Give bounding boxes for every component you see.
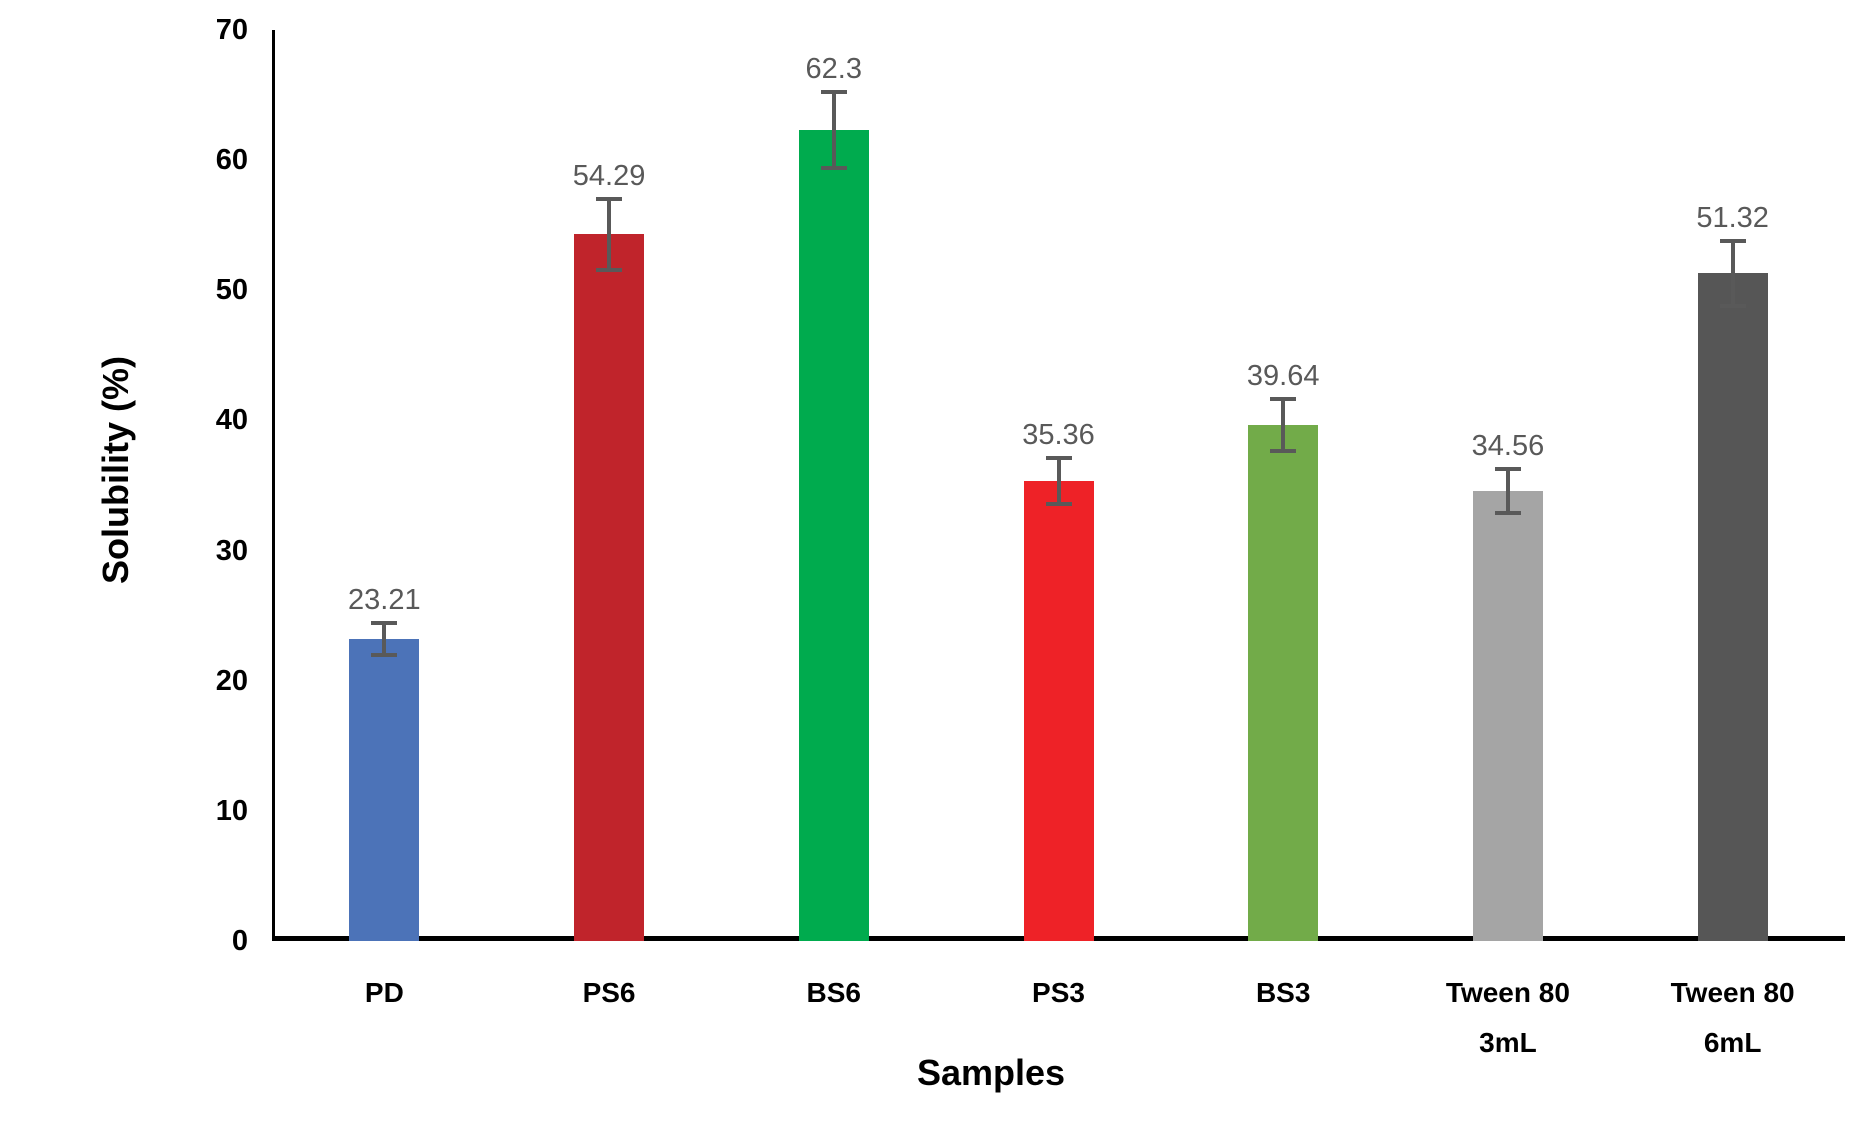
error-bar-bottom-cap: [1045, 501, 1072, 506]
bar-value-label: 23.21: [348, 584, 421, 617]
error-bar: [607, 199, 612, 270]
bar-value-label: 54.29: [572, 160, 646, 193]
y-tick-label: 50: [215, 274, 248, 307]
bar: [1023, 480, 1094, 941]
error-bar-bottom-cap: [596, 267, 623, 272]
y-tick-label: 30: [215, 534, 248, 567]
x-tick-label: BS3: [1255, 977, 1311, 1008]
bar: [574, 234, 645, 941]
x-tick-label: PD: [364, 977, 404, 1008]
bar-value-label: 34.56: [1471, 430, 1545, 463]
error-bar: [382, 623, 387, 655]
bar-value-label: 35.36: [1022, 419, 1095, 452]
x-tick-label: Tween 80 3mL: [1445, 977, 1570, 1058]
bar: [1697, 273, 1768, 941]
error-bar-top-cap: [1045, 456, 1072, 461]
error-bar-top-cap: [596, 197, 623, 202]
y-tick-label: 70: [215, 14, 248, 46]
error-bar-bottom-cap: [1719, 303, 1746, 308]
error-bar: [831, 92, 836, 168]
error-bar-bottom-cap: [371, 652, 398, 657]
bar: [1472, 491, 1543, 941]
bar: [798, 130, 869, 941]
x-tick-label: PS3: [1032, 977, 1085, 1008]
error-bar-bottom-cap: [1494, 511, 1521, 516]
y-tick-label: 20: [215, 664, 248, 697]
error-bar-top-cap: [820, 90, 847, 95]
bar: [1248, 425, 1319, 941]
x-tick-label: Tween 80 6mL: [1670, 977, 1795, 1058]
error-bar-bottom-cap: [1270, 449, 1297, 454]
error-bar-top-cap: [371, 621, 398, 626]
error-bar: [1056, 458, 1061, 504]
error-bar-top-cap: [1494, 467, 1521, 472]
x-axis-title: Samples: [916, 1052, 1066, 1093]
bar-value-label: 62.3: [805, 53, 862, 86]
x-tick-label: BS6: [806, 977, 861, 1008]
bar-value-label: 51.32: [1696, 201, 1769, 234]
y-axis-title: Solubility (%): [95, 356, 136, 584]
error-bar-top-cap: [1719, 238, 1746, 243]
error-bar-bottom-cap: [820, 165, 847, 170]
y-tick-label: 0: [231, 925, 248, 957]
y-tick-label: 60: [215, 144, 248, 177]
error-bar: [1281, 399, 1286, 452]
error-bar: [1730, 240, 1735, 306]
error-bar: [1505, 469, 1510, 514]
y-tick-label: 10: [215, 794, 248, 827]
x-tick-label: PS6: [582, 977, 636, 1008]
bar-value-label: 39.64: [1246, 360, 1320, 393]
error-bar-top-cap: [1270, 397, 1297, 402]
y-tick-label: 40: [215, 404, 248, 437]
bar: [349, 638, 420, 941]
